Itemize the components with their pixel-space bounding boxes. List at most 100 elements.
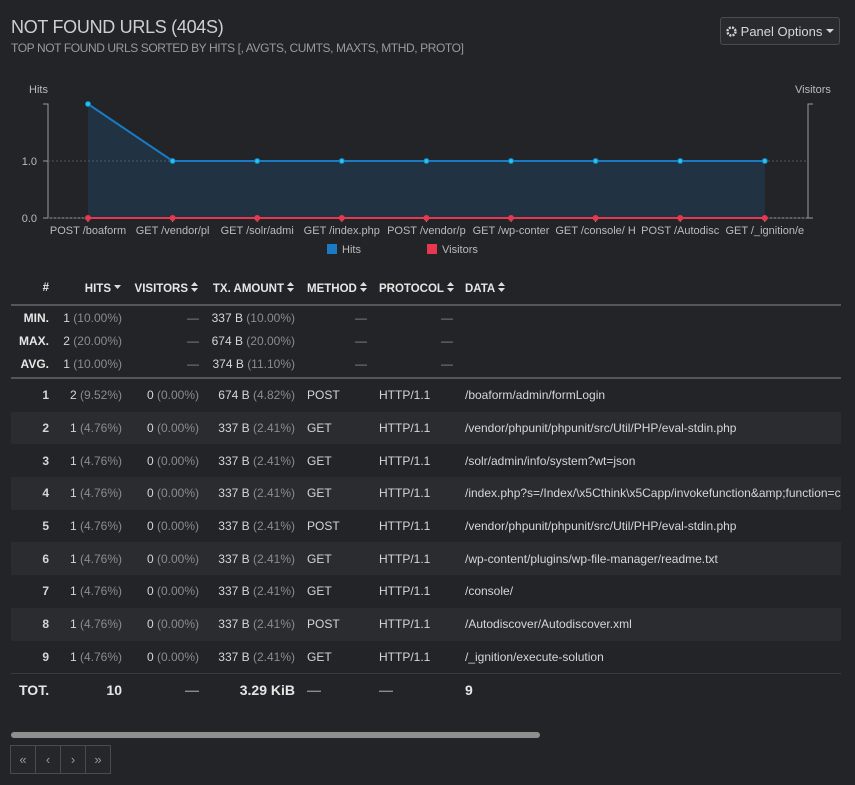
column-header[interactable]: TX. AMOUNT	[205, 272, 301, 306]
header-label: DATA	[465, 282, 496, 295]
value: 337 B	[218, 421, 250, 436]
cell: 1 (10.00%)	[55, 305, 128, 329]
sort-icon	[446, 281, 454, 292]
dash: —	[355, 310, 367, 325]
percent: (0.00%)	[156, 584, 199, 599]
cell: 8	[11, 607, 55, 641]
percent: (0.00%)	[156, 649, 199, 664]
value: 0	[146, 453, 154, 468]
protocol: HTTP/1.1	[379, 617, 431, 632]
cell: 1 (4.76%)	[55, 641, 128, 674]
cell: GET	[301, 444, 373, 477]
value: 1	[69, 617, 77, 632]
y-tick-label: 0.0	[22, 213, 37, 225]
panel-options-button[interactable]: Panel Options	[720, 17, 840, 45]
value: 2	[69, 388, 77, 403]
column-header[interactable]: METHOD	[301, 272, 373, 306]
value: 0	[146, 486, 154, 501]
value: TOT.	[19, 682, 50, 699]
method: GET	[307, 649, 332, 664]
cell: /console/	[459, 575, 841, 608]
x-tick-label: GET /solr/admi	[221, 225, 294, 237]
percent: (2.41%)	[252, 519, 295, 534]
column-header[interactable]: DATA	[459, 272, 841, 306]
url: /wp-content/plugins/wp-file-manager/read…	[465, 551, 718, 566]
value: 3.29 KiB	[239, 682, 295, 699]
y2-axis	[807, 103, 813, 219]
cell: 5	[11, 510, 55, 543]
cell: HTTP/1.1	[373, 641, 459, 674]
percent: (4.82%)	[252, 388, 295, 403]
cell: 6	[11, 542, 55, 576]
data-point	[761, 215, 768, 221]
cell: 1 (4.76%)	[55, 575, 128, 608]
dash: —	[187, 333, 199, 348]
percent: (2.41%)	[252, 486, 295, 501]
button-label: Panel Options	[740, 23, 823, 39]
value: 674 B	[218, 388, 250, 403]
column-header[interactable]: HITS	[55, 272, 128, 306]
row-number: 8	[42, 617, 49, 632]
cell: 0 (0.00%)	[128, 510, 205, 543]
column-header[interactable]: PROTOCOL	[373, 272, 459, 306]
legend-label: Visitors	[442, 244, 478, 256]
data-point	[254, 158, 261, 164]
row-number: 1	[42, 388, 49, 403]
protocol: HTTP/1.1	[379, 649, 431, 664]
y-tick-label: 1.0	[22, 156, 37, 168]
data-point	[423, 215, 430, 221]
row-number: 7	[42, 584, 49, 599]
cell: HTTP/1.1	[373, 510, 459, 543]
cell: HTTP/1.1	[373, 607, 459, 641]
panel-subtitle: TOP NOT FOUND URLS SORTED BY HITS [, AVG…	[11, 41, 464, 55]
page-button[interactable]: «	[10, 745, 36, 774]
page-button[interactable]: »	[85, 745, 111, 774]
data-point	[677, 215, 684, 221]
percent: (0.00%)	[156, 617, 199, 632]
cell: 10	[55, 673, 128, 707]
column-header[interactable]: VISITORS	[128, 272, 205, 306]
cell: 1 (4.76%)	[55, 542, 128, 576]
data-point	[85, 101, 91, 107]
protocol: HTTP/1.1	[379, 453, 431, 468]
row-number: 2	[42, 421, 49, 436]
x-tick-label: GET /_ignition/e	[725, 225, 804, 237]
cell: 0 (0.00%)	[128, 542, 205, 576]
x-tick-label: GET /vendor/pl	[136, 225, 210, 237]
cell: 0 (0.00%)	[128, 641, 205, 674]
chart: Hits Visitors 0.0 1.0 POST /boaform GET /vend…	[22, 84, 832, 256]
stat-row: MAX. 2 (20.00%) — 674 B (20.00%) — —	[11, 329, 841, 352]
dash: —	[185, 682, 199, 699]
sort-icon	[498, 281, 506, 292]
protocol: HTTP/1.1	[379, 584, 431, 599]
value: 0	[146, 617, 154, 632]
cell: /solr/admin/info/system?wt=json	[459, 444, 841, 477]
label: MIN.	[23, 310, 49, 325]
sort-icon	[191, 281, 198, 292]
percent: (2.41%)	[252, 453, 295, 468]
column-header: #	[11, 272, 55, 306]
value: 0	[146, 519, 154, 534]
scrollbar[interactable]	[11, 732, 540, 738]
value: 337 B	[218, 453, 250, 468]
page-button[interactable]: ‹	[35, 745, 61, 774]
data-point	[338, 215, 345, 221]
protocol: HTTP/1.1	[379, 486, 431, 501]
cell: GET	[301, 542, 373, 576]
cell: 374 B (11.10%)	[205, 352, 301, 379]
value: 374 B	[212, 356, 244, 371]
cell: MIN.	[11, 305, 55, 329]
cell: 337 B (2.41%)	[205, 607, 301, 641]
value: 9	[465, 682, 473, 699]
data-point	[592, 158, 599, 164]
page-button[interactable]: ›	[60, 745, 86, 774]
